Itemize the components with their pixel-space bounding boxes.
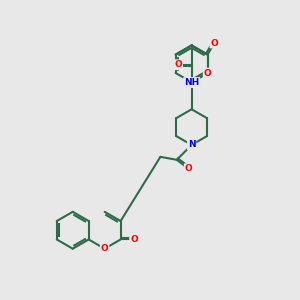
Text: O: O	[204, 68, 212, 77]
Text: O: O	[210, 38, 218, 47]
Text: NH: NH	[184, 78, 199, 87]
Text: N: N	[188, 140, 195, 149]
Text: O: O	[174, 60, 182, 69]
Text: O: O	[101, 244, 109, 253]
Text: O: O	[185, 164, 193, 173]
Text: O: O	[130, 235, 138, 244]
